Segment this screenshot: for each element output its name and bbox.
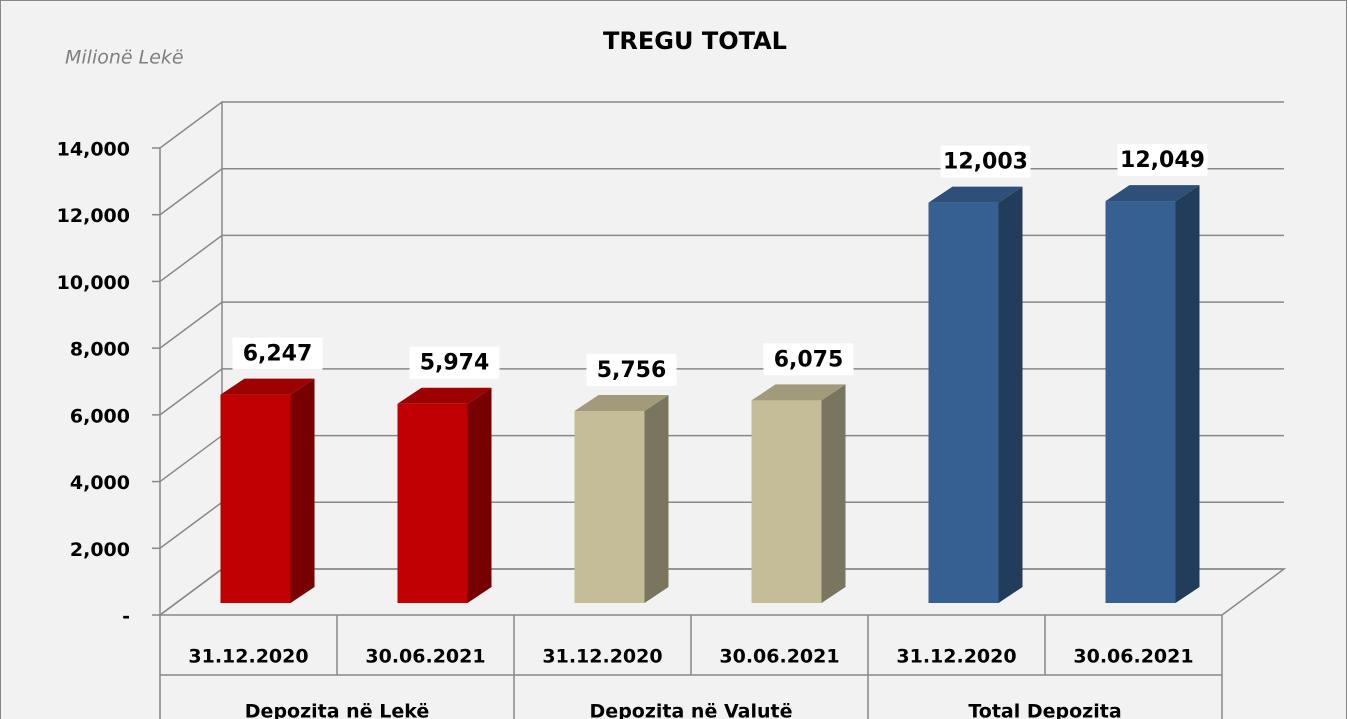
x-tick-label: 30.06.2021 <box>1073 646 1193 668</box>
bar <box>574 410 645 603</box>
bar-side <box>290 378 315 603</box>
value-label: 12,049 <box>1120 148 1205 173</box>
y-tick-label: 12,000 <box>57 205 130 227</box>
x-tick-label: 31.12.2020 <box>542 646 662 668</box>
y-tick-label: 10,000 <box>57 272 130 294</box>
value-label-box <box>940 145 1031 178</box>
value-label: 6,247 <box>243 342 313 367</box>
group-label: Depozita në Valutë <box>590 701 793 719</box>
y-tick-label: 2,000 <box>70 539 130 561</box>
y-tick-label: 8,000 <box>70 339 130 361</box>
bar-top <box>397 387 492 404</box>
x-tick-label: 30.06.2021 <box>365 646 485 668</box>
bar-side <box>467 387 492 603</box>
bar-top <box>220 378 315 395</box>
x-tick-label: 31.12.2020 <box>188 646 308 668</box>
y-tick-label: 4,000 <box>70 472 130 494</box>
value-label: 6,075 <box>774 347 844 372</box>
x-tick-label: 30.06.2021 <box>719 646 839 668</box>
y-tick-label: 6,000 <box>70 405 130 427</box>
value-label-box <box>1117 144 1208 177</box>
value-label-box <box>586 353 677 386</box>
bar-side <box>1175 185 1200 604</box>
chart-title: TREGU TOTAL <box>603 27 787 55</box>
value-label-box <box>409 346 500 379</box>
bar <box>1105 201 1176 604</box>
group-label: Depozita në Lekë <box>245 701 429 719</box>
x-tick-label: 31.12.2020 <box>896 646 1016 668</box>
bar-top <box>574 394 669 411</box>
bar-side <box>821 384 846 603</box>
bar-top <box>928 186 1023 203</box>
bar <box>220 394 291 603</box>
bar <box>397 403 468 603</box>
bar <box>751 400 822 603</box>
bar-side <box>644 394 669 603</box>
y-tick-label: 14,000 <box>57 139 130 161</box>
group-label: Total Depozita <box>968 701 1121 719</box>
value-label-box <box>763 343 854 376</box>
value-label: 5,974 <box>420 351 490 376</box>
unit-label: Milionë Lekë <box>65 47 184 69</box>
y-tick-label: - <box>122 606 130 628</box>
value-label-box <box>232 337 323 370</box>
bar-top <box>751 384 846 401</box>
bar <box>928 202 999 604</box>
value-label: 12,003 <box>943 150 1028 175</box>
bar-top <box>1105 185 1200 202</box>
bar-side <box>998 186 1023 604</box>
value-label: 5,756 <box>597 358 667 383</box>
